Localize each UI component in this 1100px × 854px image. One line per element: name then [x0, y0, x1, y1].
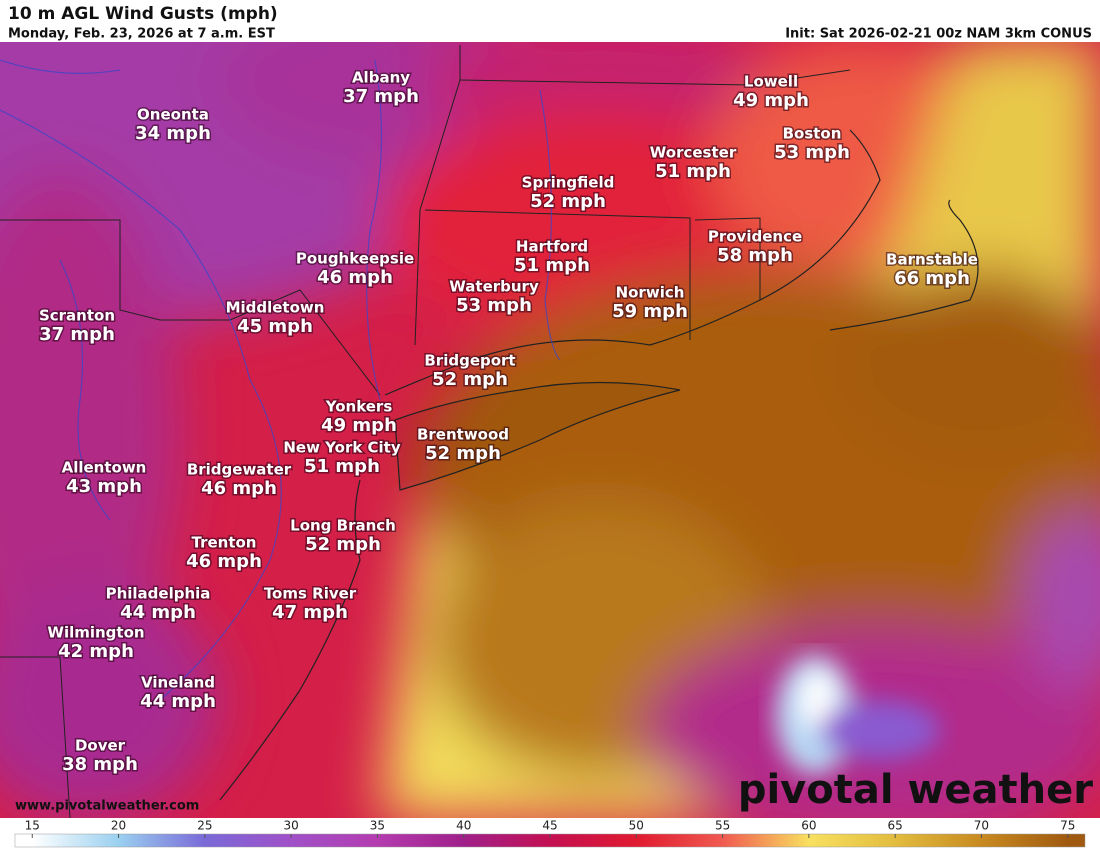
- city-name: Philadelphia: [106, 585, 211, 603]
- city-name: Oneonta: [137, 106, 209, 124]
- city-name: Lowell: [744, 73, 798, 91]
- city-name: Hartford: [516, 238, 588, 256]
- city-gust: 46 mph: [317, 267, 393, 288]
- city-name: New York City: [283, 439, 401, 457]
- city-gust: 52 mph: [530, 191, 606, 212]
- city-gust: 44 mph: [120, 602, 196, 623]
- colorbar-tick-label: 45: [542, 819, 557, 833]
- city-gust: 59 mph: [612, 301, 688, 322]
- city-name: Scranton: [39, 307, 115, 325]
- colorbar-tick-label: 55: [715, 819, 730, 833]
- city-gust: 46 mph: [201, 478, 277, 499]
- city-name: Providence: [708, 228, 802, 246]
- watermark: pivotal weather: [738, 767, 1093, 813]
- city-gust: 51 mph: [655, 161, 731, 182]
- city-name: Yonkers: [325, 398, 393, 416]
- colorbar: 15 20 25 30 35 40 45 50 55 60 65 70 75: [14, 819, 1086, 848]
- city-name: Springfield: [522, 174, 615, 192]
- subtitle: Monday, Feb. 23, 2026 at 7 a.m. EST: [8, 27, 275, 42]
- city-name: Poughkeepsie: [296, 250, 414, 268]
- city-gust: 58 mph: [717, 245, 793, 266]
- city-name: Norwich: [616, 284, 685, 302]
- city-name: Bridgewater: [187, 461, 292, 479]
- city-gust: 51 mph: [514, 255, 590, 276]
- city-gust: 46 mph: [186, 551, 262, 572]
- city-gust: 43 mph: [66, 476, 142, 497]
- city-gust: 53 mph: [774, 142, 850, 163]
- city-name: Albany: [352, 69, 410, 87]
- city-gust: 44 mph: [140, 691, 216, 712]
- city-name: Bridgeport: [424, 352, 515, 370]
- colorbar-tick-label: 70: [974, 819, 989, 833]
- colorbar-tick-label: 35: [370, 819, 385, 833]
- city-name: Brentwood: [417, 426, 509, 444]
- city-gust: 47 mph: [272, 602, 348, 623]
- city-gust: 53 mph: [456, 295, 532, 316]
- city-gust: 49 mph: [321, 415, 397, 436]
- city-name: Allentown: [62, 459, 147, 477]
- city-name: Barnstable: [886, 251, 978, 269]
- city-gust: 34 mph: [135, 123, 211, 144]
- city-name: Vineland: [141, 674, 215, 692]
- city-name: Toms River: [264, 585, 357, 603]
- city-gust: 52 mph: [432, 369, 508, 390]
- city-name: Middletown: [226, 299, 325, 317]
- colorbar-tick-label: 75: [1060, 819, 1075, 833]
- colorbar-tick-label: 25: [197, 819, 212, 833]
- city-gust: 37 mph: [39, 324, 115, 345]
- colorbar-tick-label: 40: [456, 819, 471, 833]
- website: www.pivotalweather.com: [15, 799, 199, 814]
- colorbar-tick-label: 30: [283, 819, 298, 833]
- city-name: Wilmington: [47, 624, 144, 642]
- city-name: Waterbury: [449, 278, 539, 296]
- city-name: Trenton: [192, 534, 257, 552]
- city-gust: 45 mph: [237, 316, 313, 337]
- city-name: Long Branch: [290, 517, 396, 535]
- title: 10 m AGL Wind Gusts (mph): [8, 4, 278, 24]
- city-gust: 38 mph: [62, 754, 138, 775]
- city-gust: 51 mph: [304, 456, 380, 477]
- city-gust: 42 mph: [58, 641, 134, 662]
- colorbar-tick-label: 50: [629, 819, 644, 833]
- city-gust: 66 mph: [894, 268, 970, 289]
- colorbar-tick-label: 65: [888, 819, 903, 833]
- city-gust: 49 mph: [733, 90, 809, 111]
- city-gust: 52 mph: [305, 534, 381, 555]
- city-name: Worcester: [650, 144, 737, 162]
- colorbar-tick-label: 60: [801, 819, 816, 833]
- colorbar-tick-label: 20: [111, 819, 126, 833]
- city-gust: 37 mph: [343, 86, 419, 107]
- colorbar-tick-label: 15: [25, 819, 40, 833]
- init-time: Init: Sat 2026-02-21 00z NAM 3km CONUS: [785, 27, 1092, 42]
- city-gust: 52 mph: [425, 443, 501, 464]
- city-name: Boston: [783, 125, 842, 143]
- city-name: Dover: [75, 737, 126, 755]
